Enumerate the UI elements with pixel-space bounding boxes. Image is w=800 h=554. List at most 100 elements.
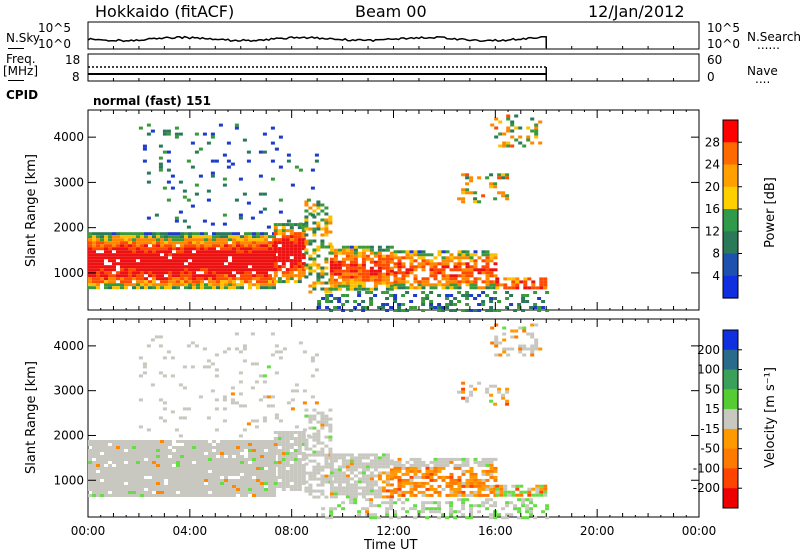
data-cell <box>534 123 539 127</box>
data-cell <box>158 398 163 402</box>
data-cell <box>489 472 494 476</box>
data-cell <box>345 275 350 279</box>
data-cell <box>333 489 338 493</box>
data-cell <box>409 271 414 275</box>
data-cell <box>357 510 362 514</box>
data-cell <box>166 168 171 172</box>
data-cell <box>489 399 494 403</box>
data-cell <box>108 286 112 290</box>
data-cell <box>369 278 374 282</box>
data-cell <box>289 476 294 479</box>
data-cell <box>302 401 307 405</box>
data-cell <box>218 123 223 127</box>
data-cell <box>301 247 306 251</box>
data-cell <box>337 486 342 490</box>
data-cell <box>389 269 394 273</box>
data-cell <box>433 277 438 281</box>
data-cell <box>262 395 267 399</box>
data-cell <box>240 455 244 458</box>
data-cell <box>196 464 200 467</box>
data-cell <box>377 272 382 276</box>
data-cell <box>517 306 522 309</box>
data-cell <box>216 235 220 239</box>
data-cell <box>329 260 334 264</box>
data-cell <box>120 271 124 275</box>
data-cell <box>337 483 342 487</box>
data-cell <box>312 227 317 231</box>
data-cell <box>277 476 282 479</box>
data-cell <box>297 464 302 467</box>
data-cell <box>216 271 220 275</box>
data-cell <box>256 286 260 290</box>
data-cell <box>320 453 325 457</box>
data-cell <box>377 260 382 264</box>
data-cell <box>168 241 172 245</box>
data-cell <box>184 443 188 446</box>
data-cell <box>244 464 248 467</box>
data-cell <box>545 507 550 511</box>
data-cell <box>425 253 430 257</box>
data-cell <box>457 390 462 394</box>
data-cell <box>409 466 414 470</box>
data-cell <box>534 347 539 351</box>
data-cell <box>144 440 148 443</box>
y-tick-label: 3000 <box>53 384 84 398</box>
data-cell <box>506 353 511 357</box>
data-cell <box>341 480 346 484</box>
data-cell <box>244 241 248 245</box>
data-cell <box>281 250 286 254</box>
data-cell <box>146 344 151 348</box>
data-cell <box>381 486 386 490</box>
data-cell <box>465 250 470 254</box>
data-cell <box>268 274 272 278</box>
data-cell <box>429 271 434 275</box>
data-cell <box>200 286 204 290</box>
nave-legend-line: .... <box>755 72 771 86</box>
data-cell <box>96 274 100 278</box>
data-cell <box>405 481 410 485</box>
data-cell <box>306 198 311 202</box>
data-cell <box>289 223 294 227</box>
data-cell <box>361 306 366 309</box>
data-cell <box>274 344 279 348</box>
data-cell <box>160 443 164 446</box>
data-cell <box>441 460 446 464</box>
data-cell <box>413 463 418 467</box>
data-cell <box>112 244 116 248</box>
data-cell <box>345 257 350 261</box>
data-cell <box>192 452 196 455</box>
data-cell <box>527 277 532 281</box>
data-cell <box>232 470 236 473</box>
data-cell <box>433 457 438 461</box>
data-cell <box>493 197 498 201</box>
data-cell <box>357 492 362 496</box>
data-cell <box>501 507 506 511</box>
data-cell <box>192 256 196 260</box>
data-cell <box>518 344 523 348</box>
data-cell <box>264 446 268 449</box>
data-cell <box>204 283 208 287</box>
data-cell <box>314 401 319 405</box>
data-cell <box>168 277 172 281</box>
data-cell <box>162 374 167 378</box>
data-cell <box>543 280 548 284</box>
data-cell <box>172 238 176 242</box>
data-cell <box>168 286 172 290</box>
data-cell <box>202 219 207 223</box>
data-cell <box>200 256 204 260</box>
data-cell <box>285 458 290 461</box>
data-cell <box>465 291 470 294</box>
data-cell <box>224 271 228 275</box>
power-colorbar-label: Power [dB] <box>762 177 778 248</box>
data-cell <box>152 455 156 458</box>
data-cell <box>236 235 240 239</box>
data-cell <box>228 265 232 269</box>
data-cell <box>457 274 462 278</box>
data-cell <box>108 241 112 245</box>
data-cell <box>264 265 268 269</box>
data-cell <box>208 265 212 269</box>
data-cell <box>369 477 374 481</box>
data-cell <box>168 247 172 251</box>
data-cell <box>417 481 422 485</box>
data-cell <box>465 256 470 260</box>
